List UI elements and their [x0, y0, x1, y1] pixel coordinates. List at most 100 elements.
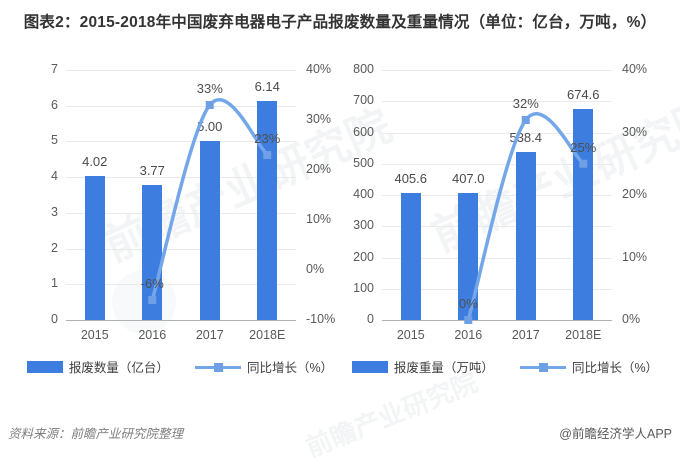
line-marker	[148, 296, 157, 304]
chart-legend: 报废数量（亿台） 同比增长（%）	[14, 357, 346, 376]
page-title: 图表2：2015-2018年中国废弃电器电子产品报废数量及重量情况（单位：亿台，…	[23, 14, 657, 31]
y-axis-tick-right: 20%	[306, 162, 332, 176]
legend-label: 报废重量（万吨）	[393, 361, 494, 375]
bar-legend-icon	[351, 360, 388, 373]
x-axis-tick: 2016	[138, 328, 167, 342]
grid-line	[382, 132, 612, 134]
bar-2017	[199, 141, 220, 320]
y-axis-tick-left: 200	[353, 249, 374, 264]
y-axis-tick-left: 6	[51, 97, 58, 112]
grid-line	[66, 141, 296, 143]
x-axis-tick: 2017	[195, 328, 224, 342]
y-axis-tick-right: 30%	[306, 112, 332, 126]
grid-line	[382, 163, 612, 165]
grid-line	[382, 257, 612, 259]
y-axis-tick-left: 0	[367, 312, 374, 326]
scrap-weight-chart: 报废重量（万吨） 同比增长（%） 800 700 600 500 400 300 200 10…	[330, 62, 680, 382]
y-axis-tick-left: 400	[353, 187, 374, 201]
x-axis-tick: 2015	[80, 328, 109, 342]
bar-value-label: 3.77	[139, 163, 165, 179]
y-axis-tick-right: 0%	[622, 312, 641, 326]
line-marker	[464, 316, 473, 324]
y-axis-tick-left: 0	[51, 312, 58, 326]
bar-value-label: 674.6	[566, 87, 600, 103]
grid-line	[66, 284, 296, 286]
legend-item-bar: 报废重量（万吨）	[351, 357, 494, 376]
bar-2018E	[257, 100, 278, 320]
bar-value-label: 405.6	[394, 171, 428, 187]
legend-item-line: 同比增长（%）	[519, 357, 659, 376]
line-marker	[521, 116, 530, 124]
y-axis-tick-right: 10%	[622, 249, 648, 264]
line-legend-icon	[519, 361, 566, 373]
legend-label: 报废数量（亿台）	[68, 361, 169, 375]
y-axis-tick-left: 800	[353, 62, 374, 76]
grid-line	[382, 70, 612, 71]
credit-text: @前瞻经济学人APP	[559, 427, 672, 441]
grid-line	[66, 105, 296, 107]
growth-line	[464, 112, 588, 324]
y-axis-tick-left: 100	[353, 280, 374, 295]
x-axis-tick: 2017	[511, 328, 540, 342]
y-axis-tick-left: 600	[353, 124, 374, 139]
x-axis-tick: 2018E	[249, 328, 286, 342]
legend-item-line: 同比增长（%）	[194, 357, 334, 376]
plot-area	[382, 70, 612, 321]
y-axis-tick-left: 700	[353, 93, 374, 108]
grid-line	[382, 195, 612, 196]
y-axis-tick-left: 500	[353, 155, 374, 170]
grid-line	[66, 212, 296, 214]
x-axis-tick: 2016	[454, 328, 483, 342]
scrap-quantity-chart: 报废数量（亿台） 同比增长（%） 7 6 5 4 3 2 1 0 40% 30% 20% 10% 0% -…	[14, 62, 346, 382]
line-marker	[263, 151, 272, 159]
y-axis-tick-left: 5	[51, 133, 58, 148]
y-axis-tick-right: 20%	[622, 187, 648, 201]
line-value-label: 23%	[254, 131, 281, 146]
x-axis-tick: 2015	[396, 328, 425, 342]
bar-2017	[515, 151, 536, 320]
y-axis-tick-left: 2	[51, 240, 58, 255]
grid-line	[382, 288, 612, 290]
footer: 资料来源：前瞻产业研究院整理 @前瞻经济学人APP	[0, 422, 680, 442]
line-value-label: -6%	[140, 276, 164, 291]
bar-2015	[84, 176, 105, 320]
legend-label: 同比增长（%）	[571, 361, 659, 375]
y-axis-tick-left: 3	[51, 204, 58, 219]
growth-line	[148, 98, 272, 304]
grid-line	[66, 177, 296, 179]
grid-line	[382, 101, 612, 103]
chart-legend: 报废重量（万吨） 同比增长（%）	[330, 357, 680, 376]
y-axis-tick-left: 1	[51, 276, 58, 291]
bar-2015	[400, 193, 421, 320]
line-legend-icon	[194, 361, 241, 373]
y-axis-tick-left: 300	[353, 218, 374, 233]
line-value-label: 33%	[196, 81, 223, 96]
grid-line	[382, 226, 612, 228]
source-text: 资料来源：前瞻产业研究院整理	[8, 427, 184, 441]
plot-area	[66, 70, 296, 321]
y-axis-tick-right: -10%	[306, 312, 336, 326]
bar-2016	[458, 192, 479, 320]
bar-2018E	[573, 109, 594, 320]
line-value-label: 32%	[512, 96, 539, 111]
legend-label: 同比增长（%）	[246, 361, 334, 375]
legend-item-bar: 报废数量（亿台）	[26, 357, 169, 376]
bar-value-label: 407.0	[451, 170, 485, 186]
bar-value-label: 4.02	[82, 154, 108, 170]
line-marker	[579, 159, 588, 168]
grid-line	[66, 248, 296, 250]
bar-value-label: 5.00	[197, 119, 223, 135]
y-axis-tick-right: 40%	[622, 62, 648, 76]
y-axis-tick-left: 7	[51, 62, 58, 76]
bar-value-label: 6.14	[254, 78, 280, 94]
y-axis-tick-right: 40%	[306, 62, 332, 76]
line-value-label: 25%	[570, 139, 597, 155]
bar-legend-icon	[26, 360, 63, 373]
y-axis-tick-left: 4	[51, 169, 58, 184]
grid-line	[66, 70, 296, 71]
line-marker	[205, 101, 214, 109]
x-axis-tick: 2018E	[565, 328, 602, 342]
y-axis-tick-right: 30%	[622, 124, 648, 139]
y-axis-tick-right: 0%	[306, 262, 325, 276]
line-value-label: 0%	[458, 296, 478, 311]
